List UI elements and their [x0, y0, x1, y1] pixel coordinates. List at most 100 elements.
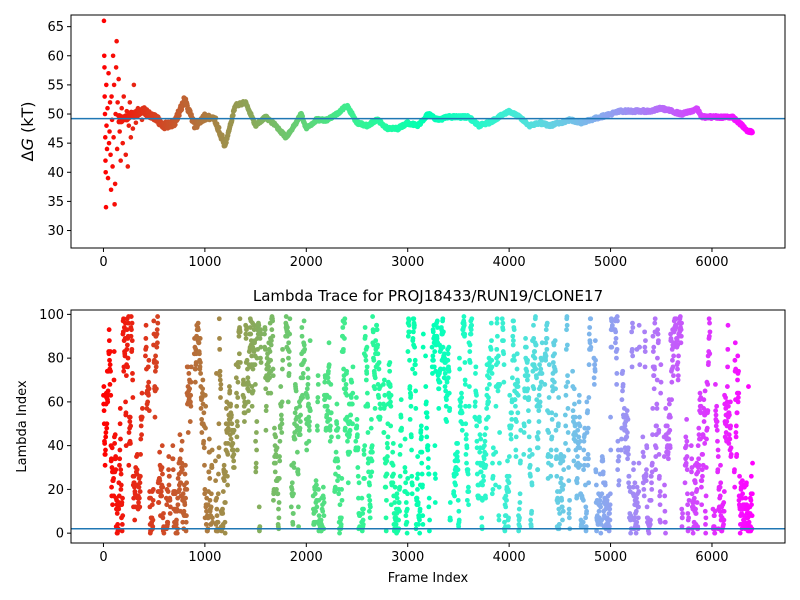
lambda-point	[179, 467, 185, 473]
lambda-point	[288, 504, 294, 510]
lambda-point	[718, 480, 724, 486]
lambda-point	[737, 473, 742, 479]
lambda-point	[553, 386, 558, 392]
lambda-point	[591, 375, 597, 381]
lambda-point	[512, 357, 517, 363]
lambda-point	[153, 353, 158, 359]
lambda-point	[521, 430, 527, 435]
lambda-point	[655, 327, 661, 333]
lambda-point	[326, 362, 332, 368]
lambda-point	[234, 390, 239, 396]
lambda-point	[408, 392, 414, 398]
lambda-point	[553, 447, 559, 453]
lambda-point	[326, 368, 331, 374]
lambda-point	[316, 486, 321, 492]
lambda-point	[407, 357, 412, 363]
lambda-point	[598, 530, 604, 536]
lambda-point	[648, 497, 654, 503]
lambda-point	[546, 430, 552, 435]
lambda-point	[409, 491, 415, 497]
lambda-point	[280, 357, 286, 363]
lambda-point	[437, 379, 443, 385]
lambda-point	[160, 484, 166, 490]
lambda-point	[631, 460, 637, 466]
lambda-point	[293, 388, 299, 394]
lambda-point	[637, 344, 642, 350]
lambda-point	[733, 434, 739, 440]
lambda-point	[455, 449, 460, 455]
lambda-point	[474, 423, 480, 429]
x-tick-label: 1000	[188, 550, 221, 565]
lambda-point	[490, 486, 496, 492]
lambda-point	[704, 425, 710, 431]
lambda-point	[609, 344, 615, 350]
lambda-point	[244, 357, 250, 363]
delta-g-point	[130, 126, 136, 131]
lambda-point	[287, 362, 292, 368]
lambda-point	[536, 419, 542, 424]
lambda-point	[286, 355, 291, 361]
lambda-point	[504, 497, 509, 503]
lambda-point	[746, 384, 751, 389]
lambda-point	[274, 486, 279, 492]
lambda-point	[477, 432, 483, 438]
lambda-point	[535, 467, 541, 473]
lambda-point	[347, 427, 353, 433]
lambda-point	[521, 451, 527, 457]
delta-g-point	[117, 129, 122, 134]
lambda-point	[544, 336, 550, 341]
lambda-point	[535, 430, 541, 435]
lambda-point	[292, 436, 298, 442]
lambda-point	[527, 447, 533, 453]
lambda-point	[217, 377, 223, 383]
y-tick-label: 60	[47, 49, 64, 64]
lambda-point	[403, 480, 409, 486]
lambda-point	[222, 500, 228, 505]
lambda-point	[636, 489, 642, 494]
lambda-point	[566, 506, 572, 512]
lambda-point	[537, 403, 543, 409]
lambda-point	[706, 333, 712, 339]
lambda-point	[114, 511, 120, 516]
delta-g-point	[102, 65, 107, 70]
lambda-point	[715, 447, 721, 453]
lambda-point	[254, 419, 260, 424]
lambda-point	[535, 436, 541, 442]
lambda-point	[406, 318, 412, 324]
lambda-point	[235, 364, 241, 370]
lambda-point	[488, 346, 494, 352]
lambda-point	[178, 447, 184, 453]
lambda-point	[629, 346, 635, 352]
lambda-point	[458, 399, 464, 405]
lambda-point	[390, 480, 396, 486]
lambda-point	[497, 430, 503, 435]
lambda-point	[624, 430, 630, 435]
lambda-point	[657, 493, 663, 499]
lambda-point	[534, 375, 539, 381]
lambda-point	[115, 522, 121, 527]
lambda-point	[197, 336, 203, 341]
lambda-point	[312, 491, 318, 497]
lambda-point	[384, 441, 390, 446]
lambda-point	[295, 467, 301, 473]
lambda-point	[355, 445, 361, 451]
lambda-point	[301, 342, 307, 348]
lambda-point	[696, 456, 701, 462]
lambda-point	[577, 423, 583, 429]
delta-g-y-label-unit: (kT)	[18, 102, 37, 139]
lambda-point	[203, 425, 208, 431]
lambda-point	[650, 349, 656, 354]
lambda-point	[542, 381, 548, 387]
lambda-point	[727, 436, 733, 442]
lambda-point	[654, 401, 660, 407]
delta-g-point	[111, 82, 117, 88]
lambda-point	[245, 399, 251, 405]
lambda-point	[305, 395, 310, 400]
lambda-point	[388, 403, 394, 409]
lambda-point	[626, 473, 632, 479]
lambda-point	[499, 316, 505, 322]
lambda-point	[715, 454, 721, 459]
lambda-point	[417, 530, 423, 536]
lambda-point	[549, 416, 555, 422]
lambda-point	[616, 454, 622, 459]
